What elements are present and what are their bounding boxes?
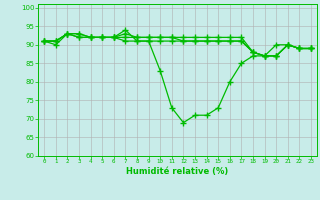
X-axis label: Humidité relative (%): Humidité relative (%)	[126, 167, 229, 176]
